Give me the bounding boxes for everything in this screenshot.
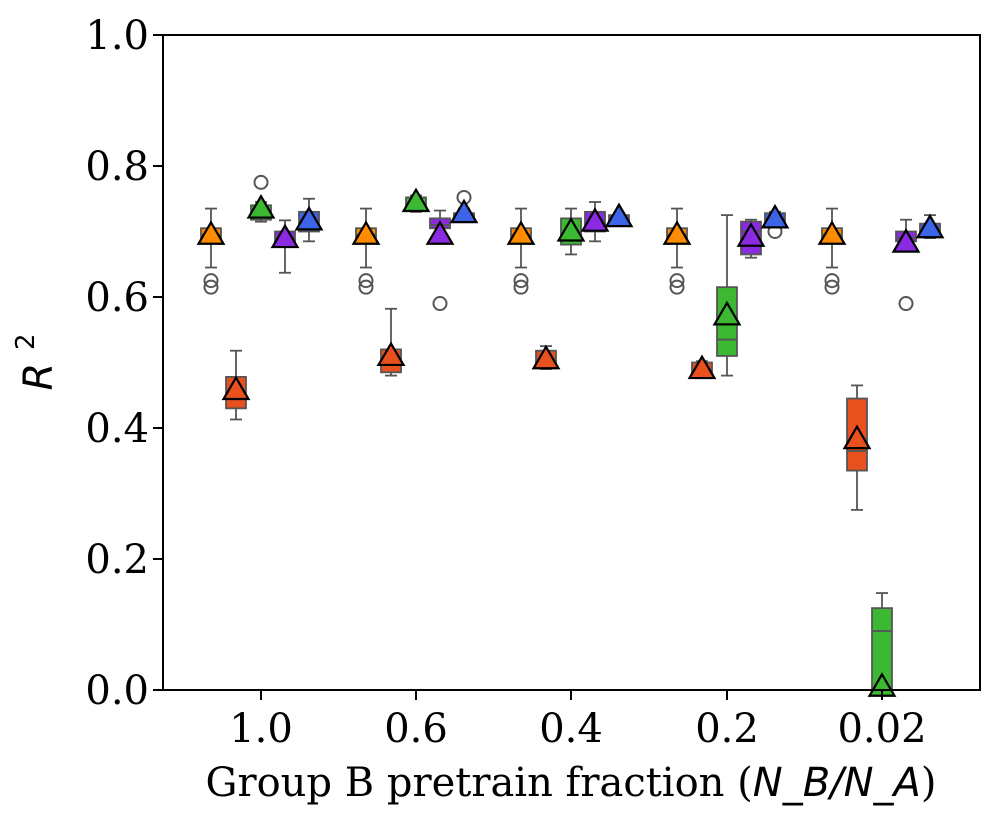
outlier-point [513, 273, 529, 289]
boxes-layer [196, 174, 945, 697]
mean-marker [425, 220, 455, 245]
box-group [817, 207, 847, 295]
mean-marker [556, 216, 586, 242]
axes-layer: 0.0 0.2 0.4 0.6 0.8 1.0 1.0 0.6 0.4 0.2 0.02 [85, 13, 981, 752]
y-axis-title-base: R [16, 363, 62, 391]
mean-marker [506, 220, 536, 245]
outlier-point [203, 279, 219, 295]
box-group [270, 219, 300, 274]
mean-marker [891, 228, 921, 253]
x-tick-label: 0.2 [695, 706, 759, 752]
mean-marker [294, 205, 324, 231]
x-tick-label: 0.4 [539, 706, 603, 752]
box-group [196, 207, 226, 295]
mean-marker [760, 203, 790, 229]
box-group [531, 344, 561, 370]
box-group [556, 207, 586, 256]
x-axis-title-math: N_B/N_A [753, 760, 921, 806]
y-tick-label: 1.0 [85, 13, 149, 59]
box-group [506, 207, 536, 295]
labels-layer: R 2 Group B pretrain fraction (N_B/N_A) [11, 333, 937, 806]
box-group [246, 174, 276, 223]
box-group [842, 384, 872, 511]
outlier-point [253, 174, 269, 190]
box-group [449, 189, 479, 224]
plot-frame [162, 34, 981, 691]
outlier-point [669, 273, 685, 289]
mean-marker [351, 220, 381, 245]
mean-marker [687, 354, 717, 380]
y-tick-label: 0.6 [85, 275, 149, 321]
mean-marker [604, 202, 634, 228]
y-axis-title-sup: 2 [11, 333, 41, 350]
mean-marker [246, 193, 276, 219]
box-group [425, 209, 455, 312]
x-axis-title: Group B pretrain fraction (N_B/N_A) [206, 760, 937, 806]
mean-marker [196, 220, 226, 245]
box-group [891, 218, 921, 312]
x-axis-title-close: ) [921, 760, 937, 806]
box-group [687, 354, 717, 380]
outlier-point [513, 279, 529, 295]
box-group [294, 197, 324, 243]
mean-marker [221, 375, 251, 401]
box-group [604, 202, 634, 228]
y-tick-label: 0.4 [85, 406, 149, 452]
y-tick-label: 0.2 [85, 537, 149, 583]
x-axis-title-text: Group B pretrain fraction ( [206, 760, 753, 806]
box-group [712, 214, 742, 377]
box-group [376, 307, 406, 377]
mean-marker [842, 424, 872, 450]
y-tick-label: 0.8 [85, 144, 149, 190]
box-group [401, 187, 431, 213]
outlier-point [358, 279, 374, 295]
mean-marker [401, 187, 431, 213]
mean-marker [662, 220, 692, 245]
box-group [351, 207, 381, 295]
outlier-point [203, 273, 219, 289]
mean-marker [449, 198, 479, 224]
x-tick-label: 1.0 [229, 706, 293, 752]
mean-marker [580, 207, 610, 232]
y-tick-label: 0.0 [85, 668, 149, 714]
x-tick-label: 0.02 [837, 706, 926, 752]
box-group [915, 213, 945, 239]
mean-marker [531, 344, 561, 370]
outlier-point [358, 273, 374, 289]
mean-marker [270, 223, 300, 249]
mean-marker [736, 222, 766, 247]
mean-marker [817, 220, 847, 245]
box-group [662, 207, 692, 295]
box-group [580, 201, 610, 243]
mean-marker [915, 213, 945, 239]
y-axis-title: R 2 [11, 333, 62, 390]
box-group [736, 218, 766, 259]
outlier-point [898, 296, 914, 312]
box-group [760, 203, 790, 239]
outlier-point [824, 273, 840, 289]
outlier-point [669, 279, 685, 295]
outlier-point [824, 279, 840, 295]
outlier-point [432, 296, 448, 312]
box-group [221, 349, 251, 421]
mean-marker [376, 341, 406, 367]
box-group [867, 592, 897, 697]
mean-marker [712, 300, 742, 326]
x-tick-label: 0.6 [384, 706, 448, 752]
